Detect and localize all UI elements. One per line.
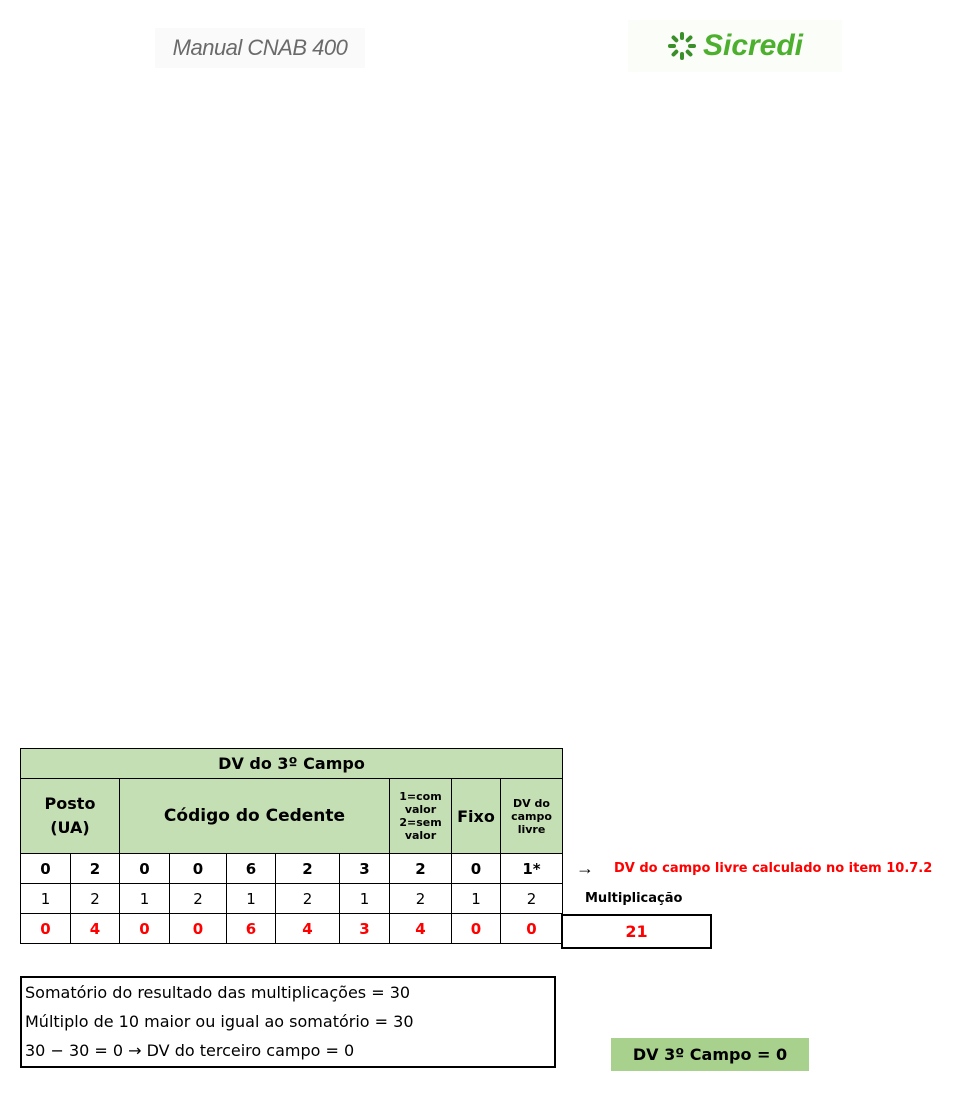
table-cell: 4 <box>275 913 340 944</box>
result-badge: DV 3º Campo = 0 <box>611 1038 809 1071</box>
table-cell: 4 <box>70 913 120 944</box>
summary-box: Somatório do resultado das multiplicaçõe… <box>20 976 556 1068</box>
table-cell: 2 <box>70 883 120 914</box>
table-cell: 0 <box>119 853 170 884</box>
dv-table: DV do 3º Campo Posto (UA) Código do Cede… <box>20 748 563 944</box>
table-cell: 1* <box>500 853 563 884</box>
table-cell: 2 <box>389 883 452 914</box>
table-cell: 1 <box>226 883 276 914</box>
summary-line: 30 − 30 = 0 → DV do terceiro campo = 0 <box>25 1041 355 1060</box>
table-cell: 2 <box>169 883 227 914</box>
summary-line: Somatório do resultado das multiplicaçõe… <box>25 983 411 1002</box>
table-cell: 6 <box>226 853 276 884</box>
note: DV do campo livre calculado no item 10.7… <box>614 861 933 876</box>
table-cell: 2 <box>389 853 452 884</box>
table-cell: 0 <box>169 853 227 884</box>
logo-text: Sicredi <box>702 29 804 62</box>
header-dv: DV do campo livre <box>500 778 563 854</box>
digits-row: 0 2 0 0 6 2 3 2 0 1* <box>20 853 563 884</box>
arrow-icon: → <box>576 858 594 878</box>
header-fixo: Fixo <box>451 778 501 854</box>
summary-line: Múltiplo de 10 maior ou igual ao somatór… <box>25 1012 414 1031</box>
table-cell: 1 <box>451 883 501 914</box>
table-cell: 1 <box>339 883 390 914</box>
table-cell: 3 <box>339 913 390 944</box>
table-cell: 2 <box>275 883 340 914</box>
table-cell: 0 <box>20 913 71 944</box>
table-cell: 2 <box>500 883 563 914</box>
table-cell: 0 <box>451 853 501 884</box>
table-cell: 0 <box>119 913 170 944</box>
header-valor: 1=com valor 2=sem valor <box>389 778 452 854</box>
table-cell: 2 <box>70 853 120 884</box>
multiplication-total: 21 <box>561 914 712 949</box>
table-cell: 0 <box>169 913 227 944</box>
table-cell: 0 <box>500 913 563 944</box>
table-cell: 2 <box>275 853 340 884</box>
header-codigo: Código do Cedente <box>119 778 390 854</box>
sicredi-logo: Sicredi <box>628 20 842 72</box>
manual-title: Manual CNAB 400 <box>155 28 365 68</box>
sicredi-logo-icon <box>667 32 696 60</box>
table-cell: 3 <box>339 853 390 884</box>
table-cell: 1 <box>119 883 170 914</box>
table-cell: 6 <box>226 913 276 944</box>
table-cell: 0 <box>451 913 501 944</box>
header-posto: Posto (UA) <box>20 778 120 854</box>
multiplication-label: Multiplicação <box>585 891 683 906</box>
table-cell: 1 <box>20 883 71 914</box>
table-cell: 0 <box>20 853 71 884</box>
table-cell: 4 <box>389 913 452 944</box>
table-title: DV do 3º Campo <box>20 748 563 779</box>
